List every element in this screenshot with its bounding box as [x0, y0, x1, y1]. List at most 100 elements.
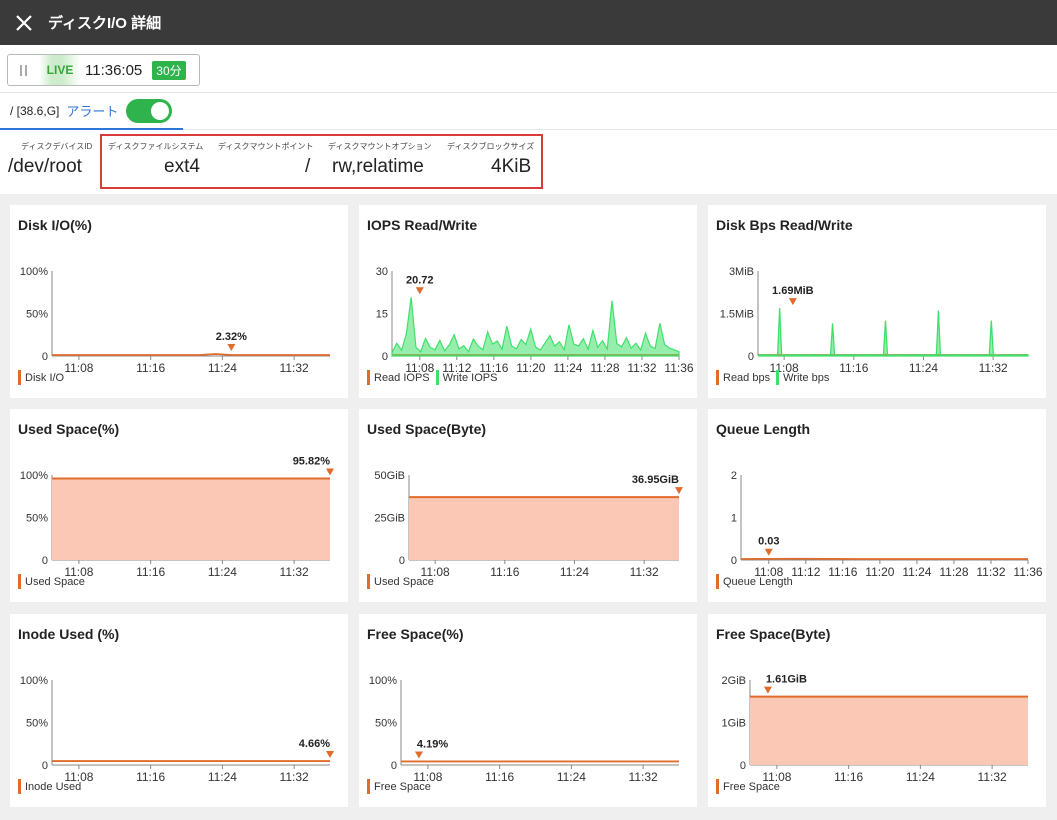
legend-item[interactable]: Read IOPS — [367, 370, 430, 385]
legend-item[interactable]: Write IOPS — [435, 370, 497, 385]
x-tick-label: 11:16 — [834, 770, 863, 784]
title-bar: ディスクI/O 詳細 — [0, 0, 1057, 45]
x-tick-label: 11:24 — [560, 565, 589, 579]
chart-card-4: Used Space(Byte) 50GiB 25GiB 0 11:08 11:16 11:… — [359, 409, 697, 602]
x-tick-label: 11:16 — [490, 565, 519, 579]
x-tick-label: 11:16 — [479, 361, 508, 375]
chart-legend: Inode Used — [18, 779, 87, 794]
y-tick-label: 0 — [740, 760, 746, 772]
peak-label: 4.19% — [417, 738, 448, 750]
chart-legend: Read IOPS Write IOPS — [367, 370, 503, 385]
legend-swatch — [435, 370, 439, 385]
y-tick-label: 50% — [26, 309, 48, 321]
peak-label: 95.82% — [293, 456, 331, 468]
y-tick-label: 0 — [42, 351, 48, 363]
pause-icon[interactable] — [8, 55, 39, 85]
legend-item[interactable]: Used Space — [18, 574, 85, 589]
chart-legend: Read bps Write bps — [716, 370, 835, 385]
device-id-label: ディスクデバイスID — [21, 142, 93, 151]
y-tick-label: 1 — [731, 513, 737, 525]
chart-svg: 100% 50% 0 11:08 11:16 11:24 11:32 4.19% — [369, 675, 679, 784]
legend-label: Write bps — [783, 371, 830, 384]
legend-swatch — [716, 574, 719, 589]
range-badge[interactable]: 30分 — [152, 60, 186, 80]
x-tick-label: 11:24 — [557, 770, 586, 784]
x-tick-label: 11:36 — [1013, 565, 1042, 579]
peak-label: 36.95GiB — [632, 474, 679, 486]
legend-item[interactable]: Read bps — [716, 370, 770, 385]
y-tick-label: 2 — [731, 470, 737, 482]
legend-item[interactable]: Free Space — [716, 779, 780, 794]
legend-item[interactable]: Disk I/O — [18, 370, 64, 385]
x-tick-label: 11:12 — [791, 565, 820, 579]
legend-item[interactable]: Queue Length — [716, 574, 793, 589]
live-indicator[interactable]: LIVE — [39, 55, 81, 85]
y-tick-label: 0 — [731, 555, 737, 567]
chart-svg: 50GiB 25GiB 0 11:08 11:16 11:24 11:32 36.95GiB — [374, 470, 683, 579]
y-tick-label: 100% — [20, 266, 48, 278]
chart-legend: Used Space — [367, 574, 440, 589]
series-write-iops — [391, 297, 680, 357]
device-id-value: /dev/root — [8, 156, 82, 177]
y-tick-label: 0 — [42, 760, 48, 772]
legend-swatch — [18, 779, 21, 794]
y-tick-label: 1GiB — [722, 718, 746, 730]
peak-marker — [326, 468, 334, 476]
x-tick-label: 11:28 — [939, 565, 968, 579]
x-tick-label: 11:16 — [136, 361, 165, 375]
window-title: ディスクI/O 詳細 — [48, 15, 162, 32]
x-tick-label: 11:24 — [902, 565, 931, 579]
legend-item[interactable]: Used Space — [367, 574, 434, 589]
legend-label: Inode Used — [25, 780, 82, 793]
alert-toggle[interactable] — [126, 99, 172, 123]
x-tick-label: 11:16 — [828, 565, 857, 579]
toolbar: LIVE 11:36:05 30分 — [0, 45, 1057, 93]
close-icon[interactable] — [0, 0, 48, 45]
x-tick-label: 11:32 — [627, 361, 656, 375]
y-tick-label: 100% — [20, 675, 48, 687]
peak-label: 0.03 — [758, 536, 779, 548]
chart-legend: Free Space — [367, 779, 437, 794]
y-tick-label: 25GiB — [374, 513, 405, 525]
chart-legend: Queue Length — [716, 574, 799, 589]
chart-svg: 2 1 0 11:08 11:12 11:16 11:20 11:24 11:28 11:32 11… — [731, 470, 1043, 579]
x-tick-label: 11:08 — [405, 361, 434, 375]
legend-label: Read IOPS — [374, 371, 430, 384]
legend-swatch — [776, 370, 780, 385]
x-tick-label: 11:32 — [280, 361, 309, 375]
highlight-box — [100, 134, 543, 189]
peak-label: 2.32% — [216, 331, 247, 343]
mount-option-label: ディスクマウントオプション — [328, 142, 432, 151]
area-fill — [409, 497, 679, 560]
legend-label: Free Space — [723, 780, 780, 793]
chart-title: Free Space(%) — [367, 626, 464, 642]
x-tick-label: 11:32 — [280, 565, 309, 579]
chart-title: Used Space(Byte) — [367, 421, 487, 437]
chart-card-5: Queue Length 2 1 0 11:08 11:12 11:16 11:20 11:24… — [708, 409, 1046, 602]
legend-label: Queue Length — [723, 575, 793, 588]
block-size-label: ディスクブロックサイズ — [447, 142, 535, 151]
legend-label: Read bps — [723, 371, 771, 384]
x-tick-label: 11:32 — [280, 770, 309, 784]
area-fill — [750, 696, 1028, 765]
toggle-knob — [151, 102, 169, 120]
disk-info-panel: ディスクデバイスID /dev/root ディスクファイルシステム ext4 デ… — [0, 130, 1057, 194]
y-tick-label: 50% — [375, 718, 397, 730]
chart-title: Disk Bps Read/Write — [716, 217, 853, 233]
live-control: LIVE 11:36:05 30分 — [7, 54, 200, 86]
chart-legend: Free Space — [716, 779, 786, 794]
legend-item[interactable]: Free Space — [367, 779, 431, 794]
chart-svg: 100% 50% 0 11:08 11:16 11:24 11:32 2.32% — [20, 266, 330, 375]
tab-disk-root[interactable]: / [38.6,G] アラート — [0, 93, 183, 130]
legend-item[interactable]: Write bps — [776, 370, 829, 385]
x-tick-label: 11:16 — [136, 770, 165, 784]
chart-svg: 100% 50% 0 11:08 11:16 11:24 11:32 4.66% — [20, 675, 334, 784]
x-tick-label: 11:32 — [979, 361, 1008, 375]
x-tick-label: 11:24 — [909, 361, 938, 375]
peak-label: 20.72 — [406, 274, 434, 286]
chart-title: Inode Used (%) — [18, 626, 120, 642]
x-tick-label: 11:08 — [421, 565, 450, 579]
chart-title: Queue Length — [716, 421, 811, 437]
legend-item[interactable]: Inode Used — [18, 779, 81, 794]
